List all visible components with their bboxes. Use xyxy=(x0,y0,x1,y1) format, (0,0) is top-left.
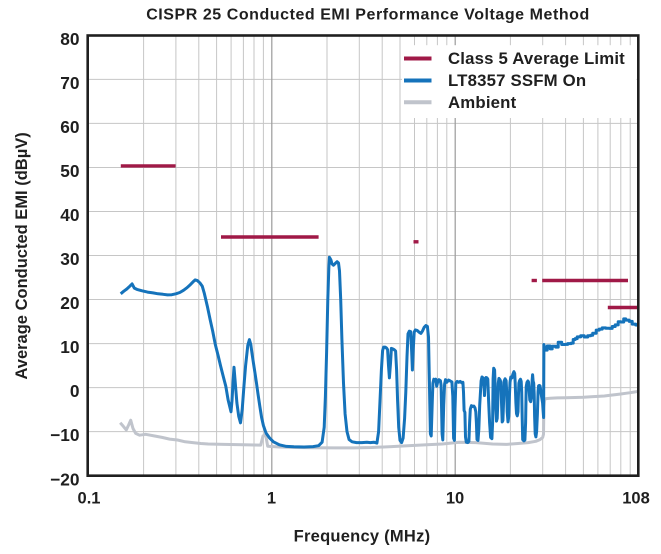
svg-text:Ambient: Ambient xyxy=(448,93,517,112)
svg-text:10: 10 xyxy=(446,490,464,508)
svg-text:20: 20 xyxy=(60,293,79,313)
svg-text:60: 60 xyxy=(60,117,79,137)
svg-text:Average Conducted EMI (dBµV): Average Conducted EMI (dBµV) xyxy=(13,132,31,379)
svg-text:Frequency (MHz): Frequency (MHz) xyxy=(294,528,431,546)
svg-text:CISPR 25 Conducted EMI Perform: CISPR 25 Conducted EMI Performance Volta… xyxy=(146,7,590,24)
svg-text:30: 30 xyxy=(60,249,79,269)
svg-text:0.1: 0.1 xyxy=(78,490,101,508)
svg-text:−10: −10 xyxy=(50,425,79,445)
svg-text:LT8357 SSFM On: LT8357 SSFM On xyxy=(448,71,586,90)
svg-text:10: 10 xyxy=(60,337,79,357)
svg-text:50: 50 xyxy=(60,161,79,181)
svg-text:1: 1 xyxy=(267,490,276,508)
svg-text:0: 0 xyxy=(70,381,80,401)
svg-text:−20: −20 xyxy=(50,469,79,489)
svg-text:Class 5 Average Limit: Class 5 Average Limit xyxy=(448,49,625,68)
svg-text:40: 40 xyxy=(60,205,79,225)
svg-text:108: 108 xyxy=(622,490,650,508)
svg-text:70: 70 xyxy=(60,73,79,93)
svg-text:80: 80 xyxy=(60,29,79,49)
